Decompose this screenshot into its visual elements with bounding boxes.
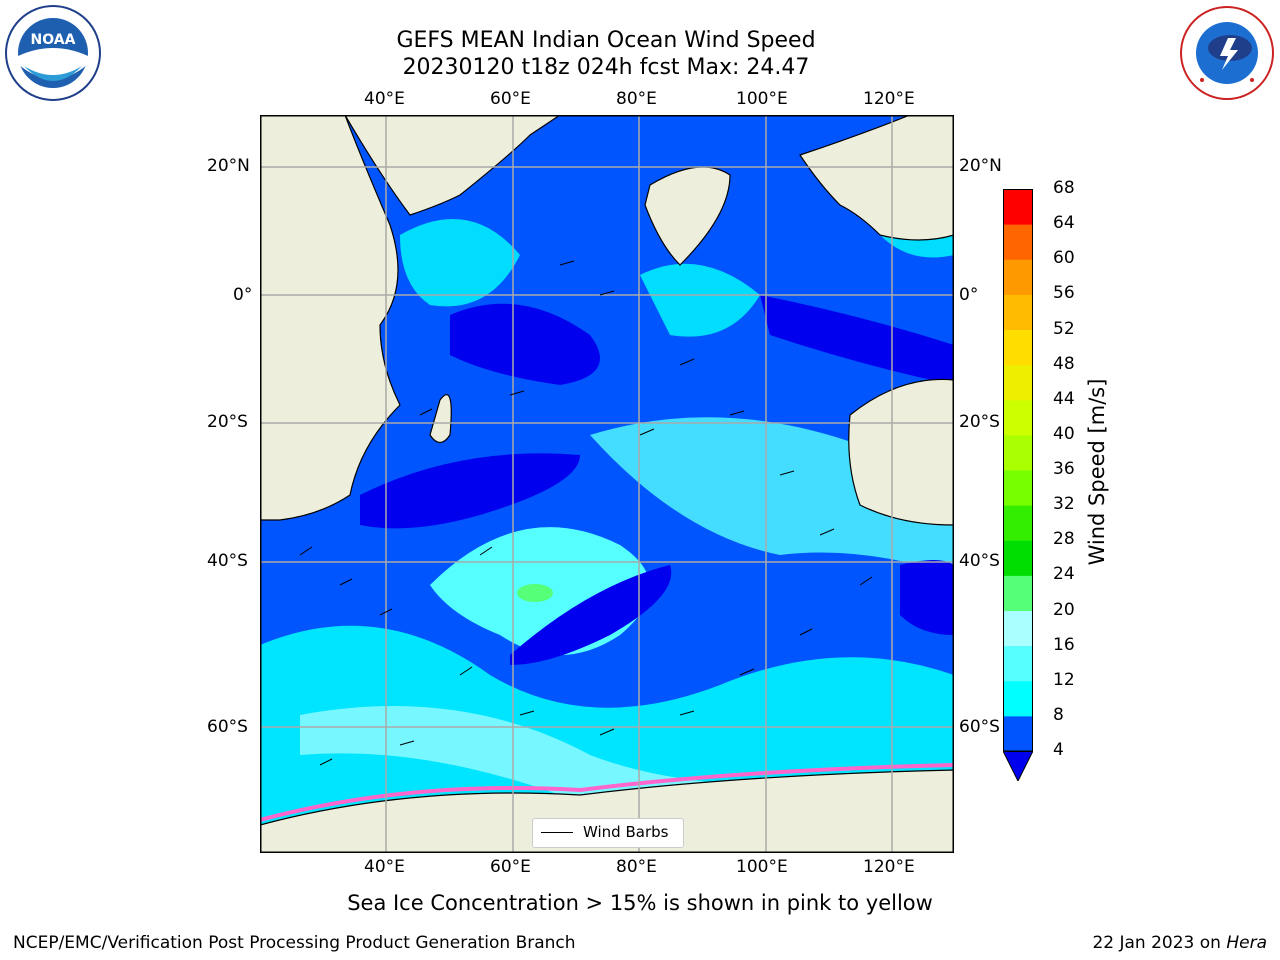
colorbar-segment	[1003, 575, 1033, 611]
colorbar-tick-label: 32	[1053, 494, 1075, 515]
lon-label-top: 120°E	[863, 89, 915, 109]
host-name: Hera	[1226, 933, 1267, 953]
lon-label-bottom: 100°E	[736, 857, 788, 877]
lat-label-right: 0°	[959, 285, 979, 305]
wind-barbs	[299, 260, 873, 766]
colorbar-tick-label: 48	[1053, 353, 1075, 374]
max-wind-spot	[517, 584, 553, 602]
colorbar-segment	[1003, 434, 1033, 471]
lon-label-top: 80°E	[616, 89, 657, 109]
colorbar-segment	[1003, 715, 1033, 752]
colorbar-title: Wind Speed [m/s]	[1085, 378, 1109, 566]
australia-landmass	[848, 378, 954, 526]
lon-label-top: 40°E	[364, 89, 405, 109]
wind-barb-legend-line	[541, 832, 573, 833]
colorbar-tick-label: 4	[1053, 740, 1064, 760]
run-date-text: 22 Jan 2023 on	[1092, 933, 1227, 953]
lon-label-top: 100°E	[736, 89, 788, 109]
sea-ice-note: Sea Ice Concentration > 15% is shown in …	[347, 891, 933, 915]
colorbar-segment	[1003, 364, 1033, 401]
colorbar-segment	[1003, 610, 1033, 647]
colorbar-tick-label: 60	[1053, 248, 1075, 269]
map-legend: Wind Barbs	[532, 818, 684, 848]
colorbar-tick-label: 20	[1053, 599, 1075, 620]
lat-label-left: 0°	[233, 285, 253, 305]
wind-speed-map	[260, 115, 954, 853]
lat-label-right: 40°S	[959, 551, 1000, 571]
colorbar-segment	[1003, 329, 1033, 366]
run-date: 22 Jan 2023 on Hera	[1092, 933, 1267, 953]
colorbar-segment	[1003, 540, 1033, 576]
colorbar-tick-label: 16	[1053, 634, 1075, 655]
colorbar-tick-label: 40	[1053, 423, 1075, 444]
colorbar-segment	[1003, 259, 1033, 295]
colorbar-tick-label: 44	[1053, 388, 1075, 409]
calm-zone	[760, 295, 954, 385]
lon-label-bottom: 60°E	[490, 857, 531, 877]
lon-label-bottom: 80°E	[616, 857, 657, 877]
chart-subtitle: 20230120 t18z 024h fcst Max: 24.47	[402, 55, 810, 80]
lat-label-left: 20°S	[207, 412, 248, 432]
colorbar-tick-label: 64	[1053, 213, 1075, 234]
noaa-logo: NOAA	[4, 4, 102, 102]
calm-zone	[450, 303, 600, 385]
noaa-logo-text: NOAA	[31, 32, 76, 48]
colorbar-tick-label: 12	[1053, 669, 1075, 690]
colorbar-segment	[1003, 189, 1033, 225]
colorbar-tick-label: 56	[1053, 283, 1075, 304]
lon-label-top: 60°E	[490, 89, 531, 109]
colorbar-segment	[1003, 399, 1033, 436]
graticule	[260, 115, 954, 853]
calm-zone	[360, 453, 580, 529]
lat-label-right: 20°N	[959, 156, 1002, 176]
colorbar-border	[1003, 189, 1033, 752]
colorbar-segment	[1003, 294, 1033, 330]
calm-zone	[900, 560, 954, 635]
colorbar-tick-label: 52	[1053, 318, 1075, 339]
colorbar-segment	[1003, 505, 1033, 541]
lat-label-left: 20°N	[207, 156, 250, 176]
wind-band	[640, 263, 760, 337]
madagascar-landmass	[429, 394, 452, 444]
colorbar-tick-label: 28	[1053, 529, 1075, 550]
colorbar-segment	[1003, 645, 1033, 682]
colorbar-tick-label: 8	[1053, 704, 1064, 725]
chart-title: GEFS MEAN Indian Ocean Wind Speed	[396, 28, 816, 53]
colorbar-tick-label: 24	[1053, 564, 1075, 585]
wind-band	[400, 219, 520, 307]
southeast-asia-landmass	[799, 115, 954, 241]
nws-logo	[1178, 4, 1276, 102]
calm-zone	[510, 565, 672, 665]
lat-label-right: 20°S	[959, 412, 1000, 432]
lon-label-bottom: 40°E	[364, 857, 405, 877]
africa-landmass	[260, 115, 401, 521]
lat-label-right: 60°S	[959, 717, 1000, 737]
colorbar-segment	[1003, 224, 1033, 260]
colorbar-tick-label: 68	[1053, 178, 1075, 198]
lon-label-bottom: 120°E	[863, 857, 915, 877]
producer-credit: NCEP/EMC/Verification Post Processing Pr…	[13, 933, 576, 953]
colorbar-segment	[1003, 680, 1033, 717]
colorbar	[1002, 189, 1034, 783]
colorbar-tick-label: 36	[1053, 459, 1075, 479]
colorbar-extend	[1002, 750, 1034, 783]
sea-ice-edge	[260, 763, 954, 822]
lat-label-left: 60°S	[207, 717, 248, 737]
colorbar-segment	[1003, 470, 1033, 506]
antarctica-landmass	[260, 769, 954, 853]
legend-label: Wind Barbs	[583, 823, 669, 841]
lat-label-left: 40°S	[207, 551, 248, 571]
